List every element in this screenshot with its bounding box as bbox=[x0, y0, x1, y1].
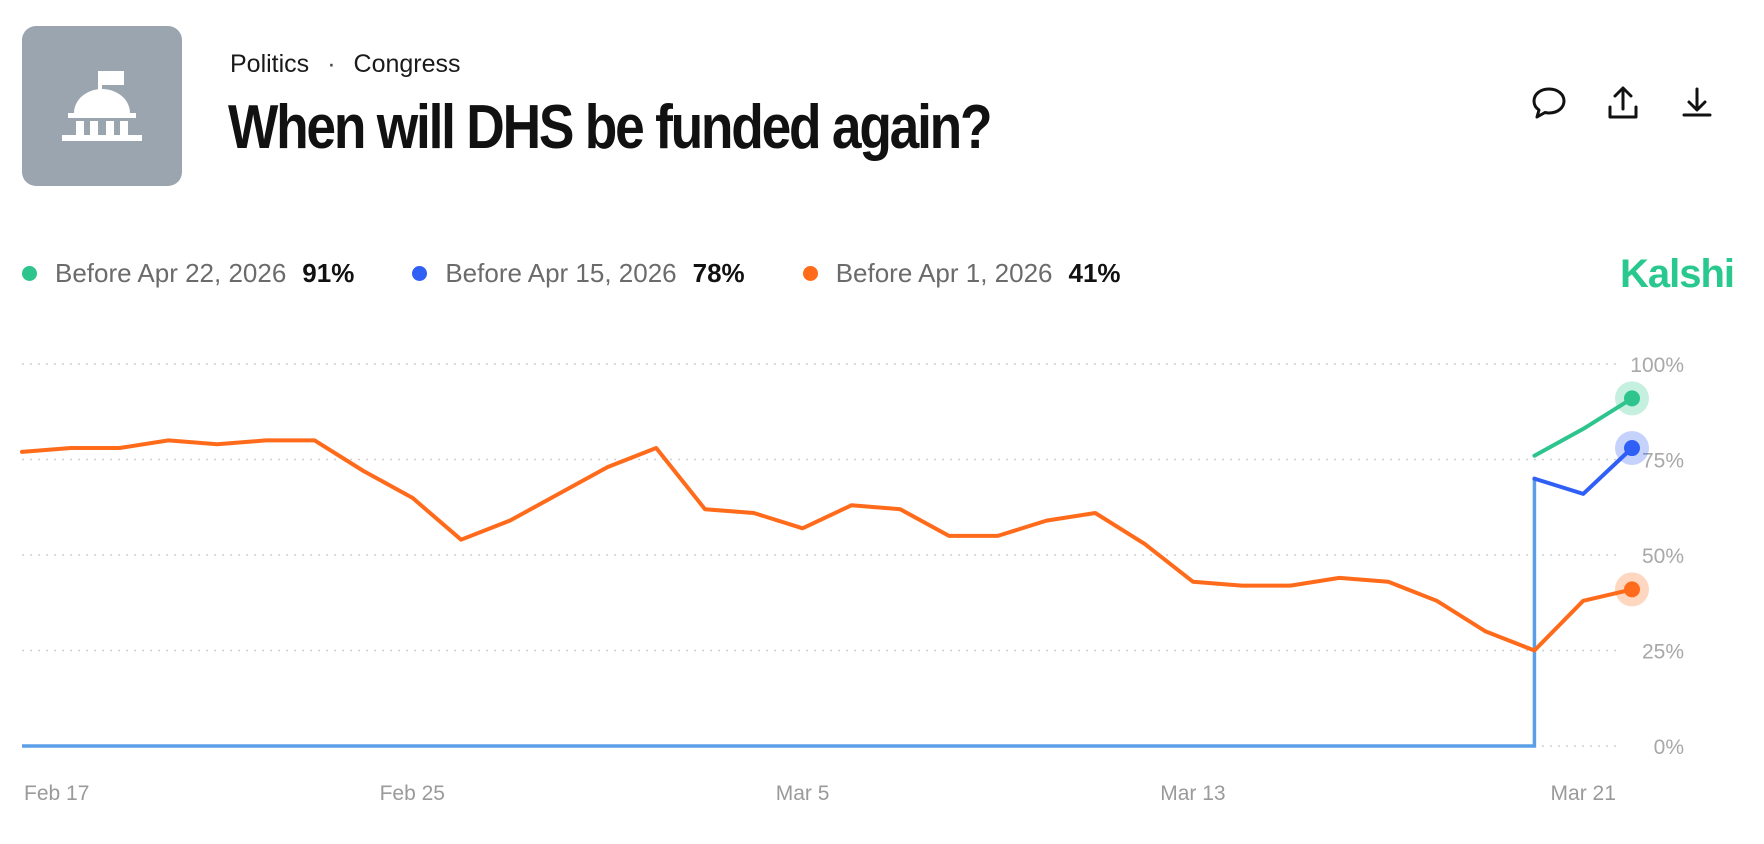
data-point bbox=[166, 438, 170, 442]
y-tick-label: 0% bbox=[1654, 736, 1684, 759]
x-tick-label: Feb 25 bbox=[380, 782, 445, 805]
price-history-chart: 100% 75% 50% 25% 0% Feb 17 Feb 25 Mar 5 Mar 13 Ma… bbox=[20, 354, 1684, 805]
legend-dot bbox=[412, 266, 428, 281]
x-tick-label: Mar 13 bbox=[1160, 782, 1225, 805]
data-point bbox=[410, 496, 414, 500]
data-point bbox=[1484, 629, 1488, 633]
data-point bbox=[1386, 580, 1390, 584]
data-point bbox=[703, 507, 707, 511]
x-tick-label: Feb 17 bbox=[24, 782, 89, 805]
data-point bbox=[996, 534, 1000, 538]
legend-item-apr1[interactable]: Before Apr 1, 2026 41% bbox=[802, 258, 1121, 289]
data-point bbox=[118, 446, 122, 450]
x-tick-label: Mar 21 bbox=[1551, 782, 1616, 805]
data-point bbox=[605, 465, 609, 469]
data-point bbox=[849, 503, 853, 507]
data-point bbox=[215, 442, 219, 446]
legend-dot bbox=[22, 266, 37, 281]
action-bar bbox=[1530, 84, 1716, 122]
series-baseline-line bbox=[22, 478, 1537, 748]
legend-label: Before Apr 15, 2026 bbox=[445, 258, 677, 288]
data-point bbox=[1581, 492, 1585, 496]
data-point bbox=[459, 538, 463, 542]
data-point bbox=[1581, 599, 1585, 603]
download-icon[interactable] bbox=[1678, 84, 1716, 122]
data-point bbox=[69, 446, 73, 450]
breadcrumb-subcategory[interactable]: Congress bbox=[353, 50, 461, 78]
data-point bbox=[557, 492, 561, 496]
share-icon[interactable] bbox=[1604, 84, 1642, 122]
data-point bbox=[264, 438, 268, 442]
series-end-point bbox=[1624, 581, 1640, 598]
data-point bbox=[1191, 580, 1195, 584]
data-point bbox=[1142, 542, 1146, 546]
data-point bbox=[1532, 454, 1536, 458]
data-point bbox=[362, 469, 366, 473]
legend-value: 41% bbox=[1068, 258, 1121, 288]
y-tick-label: 50% bbox=[1642, 545, 1684, 568]
series-line bbox=[1532, 446, 1634, 496]
data-point bbox=[313, 438, 317, 442]
data-point bbox=[1532, 477, 1536, 481]
data-point bbox=[1581, 427, 1585, 431]
kalshi-logo[interactable]: Kalshi bbox=[1619, 252, 1735, 296]
series-line bbox=[20, 438, 1634, 653]
data-point bbox=[1240, 584, 1244, 588]
legend-label: Before Apr 1, 2026 bbox=[835, 258, 1053, 288]
data-point bbox=[1532, 649, 1536, 653]
data-point bbox=[801, 526, 805, 530]
data-point bbox=[1045, 519, 1049, 523]
series-end-point bbox=[1624, 440, 1640, 457]
y-tick-label: 25% bbox=[1642, 641, 1684, 664]
breadcrumb-separator: · bbox=[327, 50, 336, 78]
data-point bbox=[1435, 599, 1439, 603]
data-point bbox=[752, 511, 756, 515]
legend-dot bbox=[802, 266, 818, 281]
data-point bbox=[947, 534, 951, 538]
data-point bbox=[654, 446, 658, 450]
page-title: When will DHS be funded again? bbox=[228, 93, 993, 162]
legend-item-apr15[interactable]: Before Apr 15, 2026 78% bbox=[412, 258, 745, 289]
data-point bbox=[1093, 511, 1097, 515]
y-tick-label: 75% bbox=[1642, 450, 1684, 473]
x-tick-label: Mar 5 bbox=[776, 782, 830, 805]
data-point bbox=[508, 519, 512, 523]
legend-label: Before Apr 22, 2026 bbox=[55, 258, 287, 288]
legend-value: 78% bbox=[692, 258, 745, 288]
y-tick-label: 100% bbox=[1630, 354, 1684, 377]
data-point bbox=[1288, 584, 1292, 588]
series-end-point bbox=[1624, 390, 1640, 407]
data-point bbox=[20, 450, 24, 454]
comment-icon[interactable] bbox=[1530, 84, 1568, 122]
data-point bbox=[1337, 576, 1341, 580]
breadcrumb-category[interactable]: Politics bbox=[230, 50, 310, 78]
market-header: Politics · Congress When will DHS be fun… bbox=[0, 0, 1764, 200]
breadcrumb: Politics · Congress bbox=[230, 50, 461, 79]
data-point bbox=[898, 507, 902, 511]
capitol-building-icon bbox=[22, 26, 182, 186]
legend-item-apr22[interactable]: Before Apr 22, 2026 91% bbox=[22, 258, 354, 289]
chart-legend: Before Apr 22, 2026 91% Before Apr 15, 2… bbox=[22, 258, 1179, 289]
series-line bbox=[1532, 396, 1634, 458]
legend-value: 91% bbox=[302, 258, 355, 288]
